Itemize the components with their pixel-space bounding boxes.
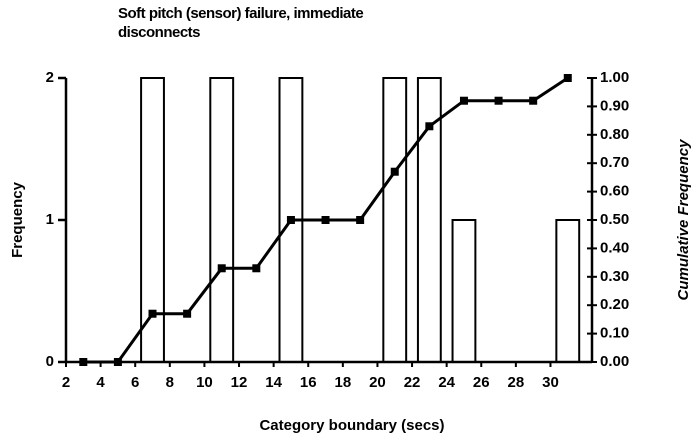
line-marker <box>356 216 365 224</box>
x-tick-label: 28 <box>508 374 525 391</box>
y2-tick-label: 0.20 <box>600 296 629 313</box>
y2-tick-label: 0.50 <box>600 211 629 228</box>
x-tick-label: 20 <box>369 374 386 391</box>
line-marker <box>183 309 192 318</box>
x-tick-label: 4 <box>96 374 105 391</box>
x-tick-label: 6 <box>131 374 139 391</box>
x-tick-label: 22 <box>404 374 421 391</box>
bar <box>140 77 165 363</box>
x-tick-label: 26 <box>473 374 490 391</box>
y-tick-label: 1 <box>46 211 54 228</box>
y2-tick-label: 0.80 <box>600 126 629 143</box>
x-tick-label: 8 <box>166 374 174 391</box>
line-marker <box>529 96 538 105</box>
x-tick-label: 16 <box>300 374 317 391</box>
x-tick-label: 14 <box>265 374 282 391</box>
x-tick-label: 30 <box>542 374 559 391</box>
line-marker <box>563 74 572 82</box>
x-tick-label: 10 <box>196 374 213 391</box>
line-marker <box>148 309 157 318</box>
y2-tick-label: 0.60 <box>600 183 629 200</box>
x-tick-label: 2 <box>62 374 70 391</box>
x-tick-label: 24 <box>438 374 455 391</box>
y-tick-label: 2 <box>46 69 54 86</box>
line-marker <box>252 264 261 273</box>
y2-tick-label: 0.00 <box>600 353 629 370</box>
line-marker <box>286 216 295 224</box>
y2-tick-label: 0.70 <box>600 154 629 171</box>
bar <box>382 77 408 363</box>
chart-title: Soft pitch (sensor) failure, immediate d… <box>118 5 364 41</box>
line-marker <box>217 264 226 273</box>
y2-axis-label: Cumulative Frequency <box>675 139 692 301</box>
line-marker <box>494 96 503 105</box>
y2-tick-label: 0.10 <box>600 325 629 342</box>
bar <box>451 219 477 363</box>
y2-tick-label: 0.40 <box>600 239 629 256</box>
y2-tick-label: 0.30 <box>600 268 629 285</box>
x-tick-label: 18 <box>334 374 351 391</box>
y2-tick-label: 1.00 <box>600 69 629 86</box>
x-tick-label: 12 <box>231 374 248 391</box>
line-marker <box>113 358 122 366</box>
bar <box>555 219 581 363</box>
line-marker <box>79 358 88 366</box>
x-axis-label: Category boundary (secs) <box>259 417 444 434</box>
line-marker <box>321 216 330 224</box>
bar <box>209 77 235 363</box>
line-marker <box>390 167 399 176</box>
y-axis-label: Frequency <box>9 181 26 258</box>
line-marker <box>425 122 434 131</box>
y-tick-label: 0 <box>46 353 54 370</box>
y2-tick-label: 0.90 <box>600 97 629 114</box>
line-marker <box>459 96 468 105</box>
